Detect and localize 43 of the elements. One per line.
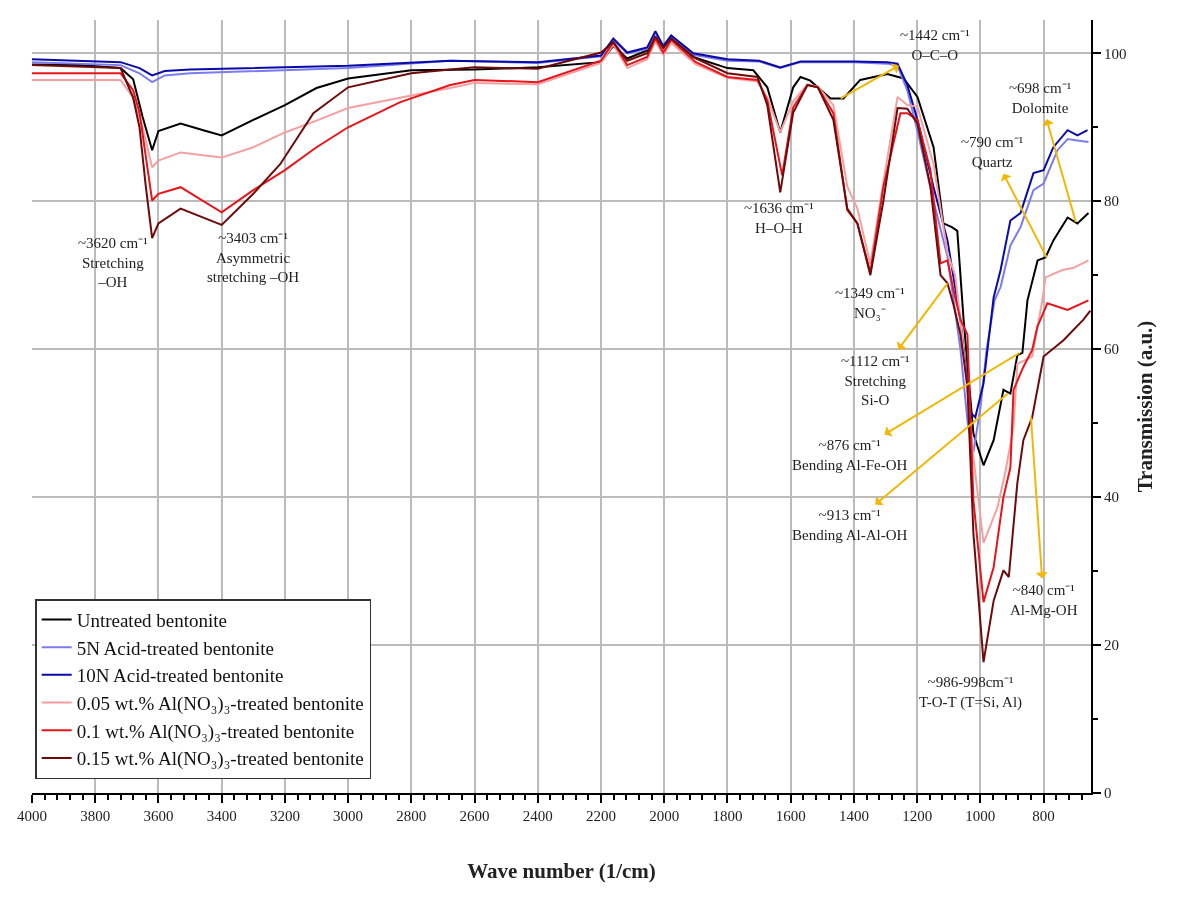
annotation: ~913 cm⁻¹ Bending Al-Al-OH <box>792 507 908 543</box>
annotation: ~1442 cm⁻¹ O–C–O <box>900 27 970 63</box>
x-tick-label: 3000 <box>333 808 364 824</box>
annotation: ~986-998cm⁻¹ T-O-T (T=Si, Al) <box>919 674 1023 711</box>
x-tick-label: 3600 <box>143 808 174 824</box>
x-tick-label: 2800 <box>396 808 427 824</box>
y-tick-label: 60 <box>1104 341 1119 358</box>
y-tick-label: 20 <box>1104 637 1119 654</box>
annotation: ~1112 cm⁻¹ Stretching Si-O <box>841 353 910 408</box>
x-tick-label: 2200 <box>586 808 617 824</box>
legend-label: 0.05 wt.% Al(NO₃)₃-treated bentonite <box>76 692 364 715</box>
annotation: ~1349 cm⁻¹ NO₃⁻ <box>835 285 905 321</box>
x-tick-label: 800 <box>1032 808 1055 824</box>
annotation: ~1636 cm⁻¹ H–O–H <box>744 200 814 236</box>
annotation: ~876 cm⁻¹ Bending Al-Fe-OH <box>792 437 908 473</box>
y-tick-label: 80 <box>1104 193 1119 210</box>
y-axis-title: Transmission (a.u.) <box>1133 320 1158 493</box>
legend-label: 10N Acid-treated bentonite <box>76 665 284 687</box>
x-tick-label: 3200 <box>269 808 300 824</box>
x-tick-label: 4000 <box>17 808 47 824</box>
x-tick-label: 2000 <box>649 808 680 824</box>
y-tick-label: 100 <box>1104 45 1127 62</box>
annotation: ~3403 cm⁻¹ Asymmetric stretching –OH <box>207 230 300 285</box>
x-tick-label: 3400 <box>206 808 237 824</box>
x-tick-label: 1200 <box>902 808 933 824</box>
y-tick-label: 40 <box>1104 489 1119 506</box>
legend-label: 0.15 wt.% Al(NO₃)₃-treated bentonite <box>76 748 364 771</box>
legend-label: 0.1 wt.% Al(NO₃)₃-treated bentonite <box>76 720 355 743</box>
annotation: ~3620 cm⁻¹ Stretching –OH <box>78 235 148 290</box>
x-tick-label: 2600 <box>459 808 490 824</box>
annotation: ~790 cm⁻¹ Quartz <box>961 134 1024 170</box>
annotation: ~840 cm⁻¹ Al-Mg-OH <box>1010 582 1078 618</box>
legend-label: 5N Acid-treated bentonite <box>76 637 275 659</box>
x-tick-label: 1800 <box>712 808 743 824</box>
x-tick-label: 3800 <box>80 808 111 824</box>
x-tick-label: 2400 <box>522 808 553 824</box>
x-axis-title: Wave number (1/cm) <box>467 858 656 883</box>
x-tick-label: 1000 <box>965 808 996 824</box>
x-tick-label: 1600 <box>775 808 806 824</box>
annotation: ~698 cm⁻¹ Dolomite <box>1009 80 1072 116</box>
y-tick-label: 0 <box>1104 785 1112 802</box>
x-tick-label: 1400 <box>838 808 869 824</box>
legend-label: Untreated bentonite <box>76 609 228 631</box>
